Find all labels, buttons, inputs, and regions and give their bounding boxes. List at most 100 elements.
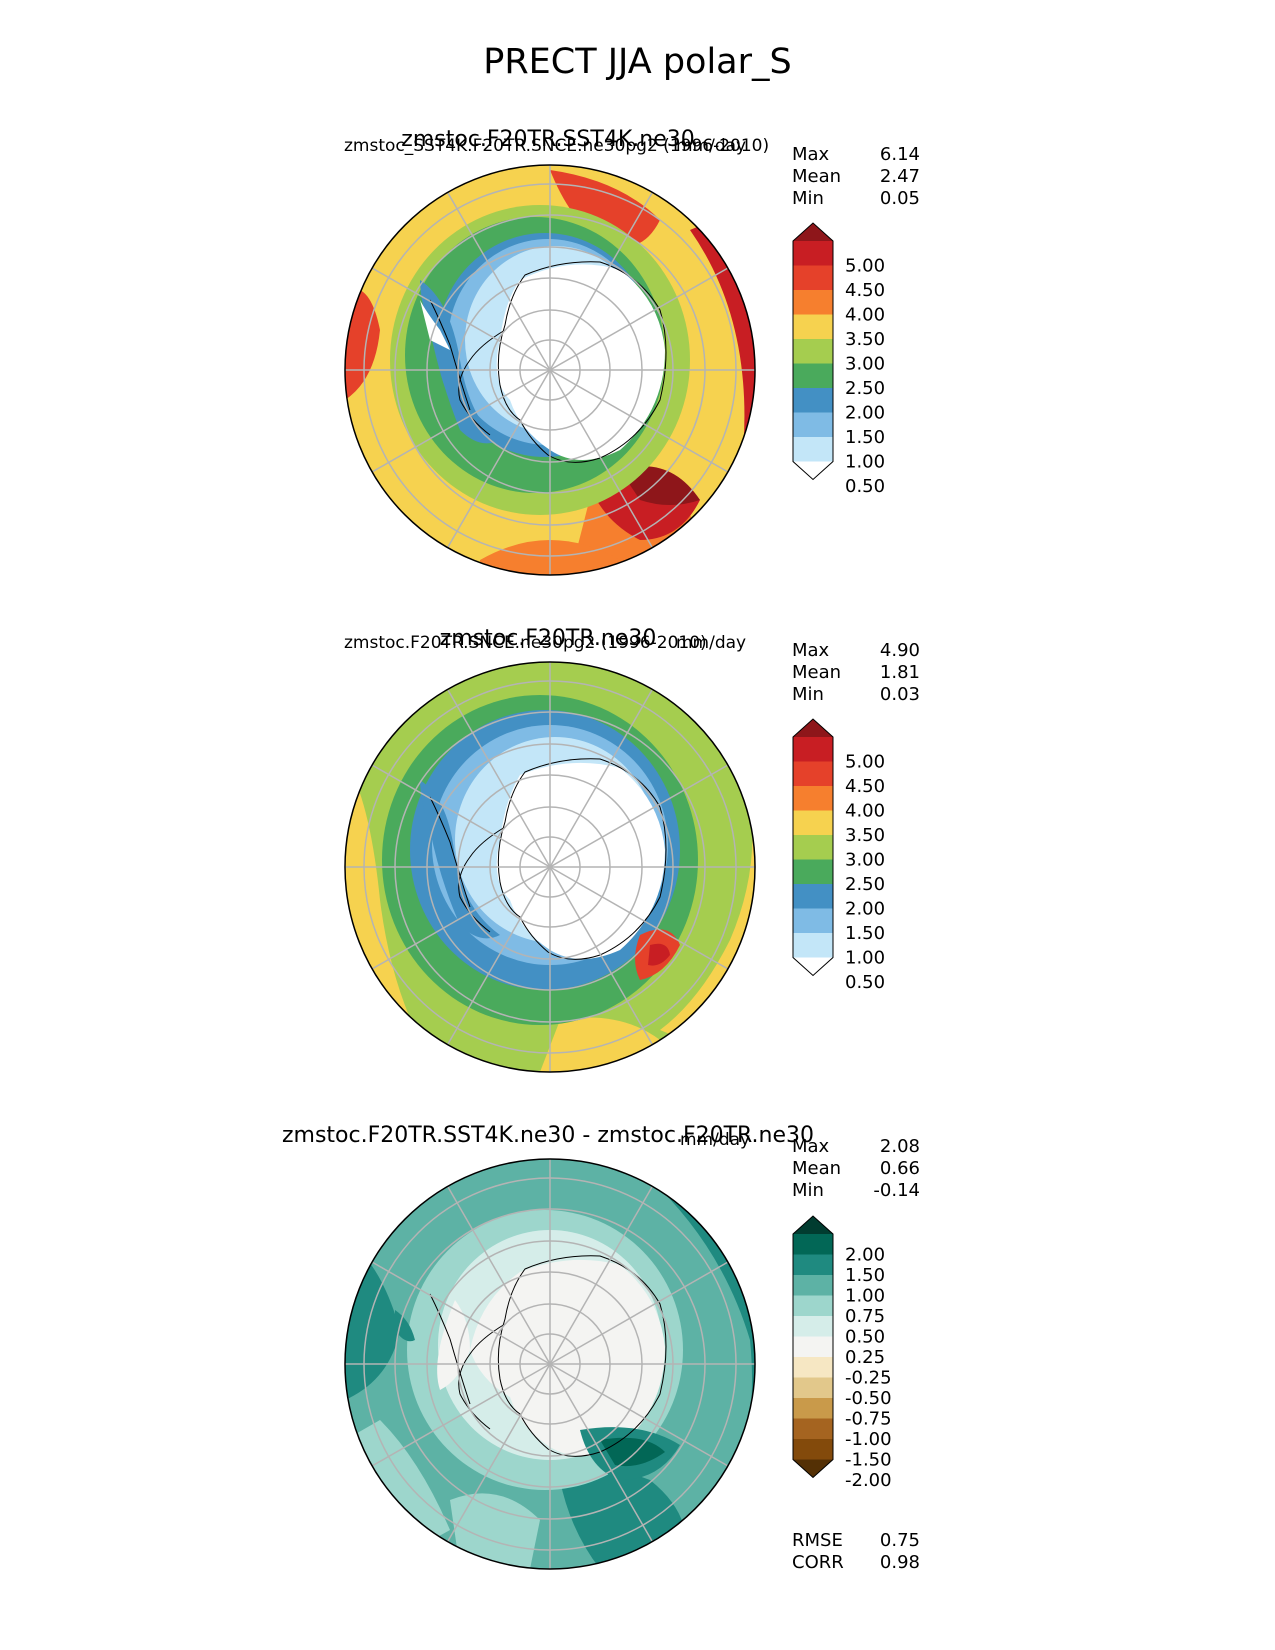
colorbar-tick-label: 1.00 xyxy=(845,1286,885,1307)
colorbar-segment xyxy=(793,437,833,462)
colorbar-tick-label: 0.25 xyxy=(845,1347,885,1368)
colorbar-segment xyxy=(793,1336,833,1358)
panel-reference: zmstoc.F20TR.ne30 zmstoc.F20TR.SNCE.ne30… xyxy=(0,0,1275,1073)
colorbar-tick-label: 0.50 xyxy=(845,476,885,497)
panel-test: zmstoc.F20TR.SST4K.ne30 zmstoc_SST4K.F20… xyxy=(0,0,1275,576)
stat-max: Max 6.14 xyxy=(792,144,920,165)
colorbar: 5.00 4.50 4.00 3.50 3.00 2.50 2.00 1.50 1.00 0.50 xyxy=(792,718,885,993)
colorbar-segment xyxy=(793,1254,833,1276)
colorbar-segment xyxy=(793,1316,833,1337)
colorbar-tick-label: 2.00 xyxy=(845,1245,885,1266)
colorbar-tick-label: 2.00 xyxy=(845,899,885,920)
colorbar-tick-label: 5.00 xyxy=(845,256,885,277)
colorbar-segment xyxy=(793,1234,833,1255)
stat-max: Max 2.08 xyxy=(792,1136,920,1157)
colorbar-tick-label: 3.00 xyxy=(845,354,885,375)
colorbar-tick-label: 3.50 xyxy=(845,329,885,350)
colorbar-segment xyxy=(793,835,833,860)
colorbar-tick-label: 4.00 xyxy=(845,305,885,326)
colorbar-tick-label: 0.50 xyxy=(845,972,885,993)
colorbar-outline xyxy=(792,1215,834,1479)
map-boundary xyxy=(344,164,756,576)
stat-mean: Mean 2.47 xyxy=(792,166,920,187)
colorbar-tick-label: -0.75 xyxy=(845,1409,892,1430)
stat-mean: Mean 1.81 xyxy=(792,662,920,683)
panel-difference: zmstoc.F20TR.SST4K.ne30 - zmstoc.F20TR.n… xyxy=(0,0,1275,1573)
colorbar-segment xyxy=(793,339,833,364)
colorbar-segment xyxy=(793,1357,833,1378)
stat-min: Min -0.14 xyxy=(792,1180,920,1201)
colorbar-extend-min xyxy=(793,957,833,976)
stats-box: Max 2.08 Mean 0.66 Min -0.14 xyxy=(792,1136,920,1202)
stat-max: Max 4.90 xyxy=(792,640,920,661)
colorbar-tick-label: 1.00 xyxy=(845,452,885,473)
stat-min: Min 0.05 xyxy=(792,188,920,209)
colorbar-tick-label: -0.25 xyxy=(845,1368,892,1389)
graticule xyxy=(345,662,755,1072)
stats-box: Max 4.90 Mean 1.81 Min 0.03 xyxy=(792,640,920,706)
colorbar-extend-max xyxy=(793,719,833,737)
colorbar-tick-label: 4.50 xyxy=(845,776,885,797)
colorbar-tick-label: -1.50 xyxy=(845,1450,892,1471)
stat-min: Min 0.03 xyxy=(792,684,920,705)
colorbar-tick-label: 1.00 xyxy=(845,948,885,969)
colorbar-segment xyxy=(793,1295,833,1317)
panel-title-left: zmstoc_SST4K.F20TR.SNCE.ne30pg2 (1996-20… xyxy=(344,136,770,156)
stat-mean: Mean 0.66 xyxy=(792,1158,920,1179)
colorbar-tick-label: 4.00 xyxy=(845,801,885,822)
colorbar-tick-label: 5.00 xyxy=(845,752,885,773)
colorbar-tick-label: 0.50 xyxy=(845,1327,885,1348)
colorbar-tick-label: 4.50 xyxy=(845,280,885,301)
colorbar-tick-label: -1.00 xyxy=(845,1429,892,1450)
colorbar-extend-min xyxy=(793,1459,833,1478)
colorbar-segment xyxy=(793,761,833,787)
colorbar-segment xyxy=(793,1398,833,1419)
colorbar-segment xyxy=(793,1418,833,1440)
metrics-box: RMSE 0.75 CORR 0.98 xyxy=(792,1530,920,1574)
colorbar-segment xyxy=(793,388,833,413)
colorbar: 5.00 4.50 4.00 3.50 3.00 2.50 2.00 1.50 1.00 0.50 xyxy=(792,222,885,497)
colorbar-segment xyxy=(793,290,833,315)
colorbar-segment xyxy=(793,363,833,389)
colorbar-segment xyxy=(793,412,833,438)
colorbar-extend-max xyxy=(793,1216,833,1234)
colorbar-segment xyxy=(793,786,833,811)
colorbar-tick-label: 0.75 xyxy=(845,1306,885,1327)
colorbar-segment xyxy=(793,241,833,266)
map-boundary xyxy=(344,1158,756,1570)
colorbar-segment xyxy=(793,859,833,885)
colorbar-segment xyxy=(793,933,833,958)
panel-title-units: mm/day xyxy=(676,633,747,653)
colorbar-extend-max xyxy=(793,223,833,241)
map-boundary xyxy=(344,661,756,1073)
colorbar-tick-label: 2.50 xyxy=(845,874,885,895)
colorbar-segment xyxy=(793,1275,833,1296)
colorbar-segment xyxy=(793,314,833,340)
colorbar-tick-label: 3.00 xyxy=(845,850,885,871)
colorbar-outline xyxy=(792,718,834,977)
colorbar-outline xyxy=(792,222,834,481)
colorbar-segment xyxy=(793,884,833,909)
colorbar-extend-min xyxy=(793,461,833,480)
colorbar-tick-label: 2.50 xyxy=(845,378,885,399)
polar-map: 5.00 4.50 4.00 3.50 3.00 2.50 2.00 1.50 1.00 0.50 xyxy=(344,661,885,1073)
colorbar-segment xyxy=(793,810,833,836)
graticule xyxy=(345,165,755,575)
metric-corr: CORR 0.98 xyxy=(792,1552,920,1573)
panel-title-center: zmstoc.F20TR.SST4K.ne30 xyxy=(401,127,695,152)
colorbar-segment xyxy=(793,1439,833,1460)
metric-rmse: RMSE 0.75 xyxy=(792,1530,920,1551)
colorbar-segment xyxy=(793,265,833,291)
colorbar-segment xyxy=(793,1377,833,1399)
colorbar-tick-label: 1.50 xyxy=(845,923,885,944)
panel-title-center: zmstoc.F20TR.ne30 xyxy=(439,626,657,651)
panel-title-units: mm/day xyxy=(676,136,747,156)
colorbar-segment xyxy=(793,908,833,934)
colorbar-tick-label: -0.50 xyxy=(845,1388,892,1409)
figure-title: PRECT JJA polar_S xyxy=(483,42,792,82)
stats-box: Max 6.14 Mean 2.47 Min 0.05 xyxy=(792,144,920,210)
colorbar-tick-label: 3.50 xyxy=(845,825,885,846)
colorbar-tick-label: 1.50 xyxy=(845,427,885,448)
polar-map: 5.00 4.50 4.00 3.50 3.00 2.50 2.00 1.50 1.00 0.50 xyxy=(344,164,885,576)
